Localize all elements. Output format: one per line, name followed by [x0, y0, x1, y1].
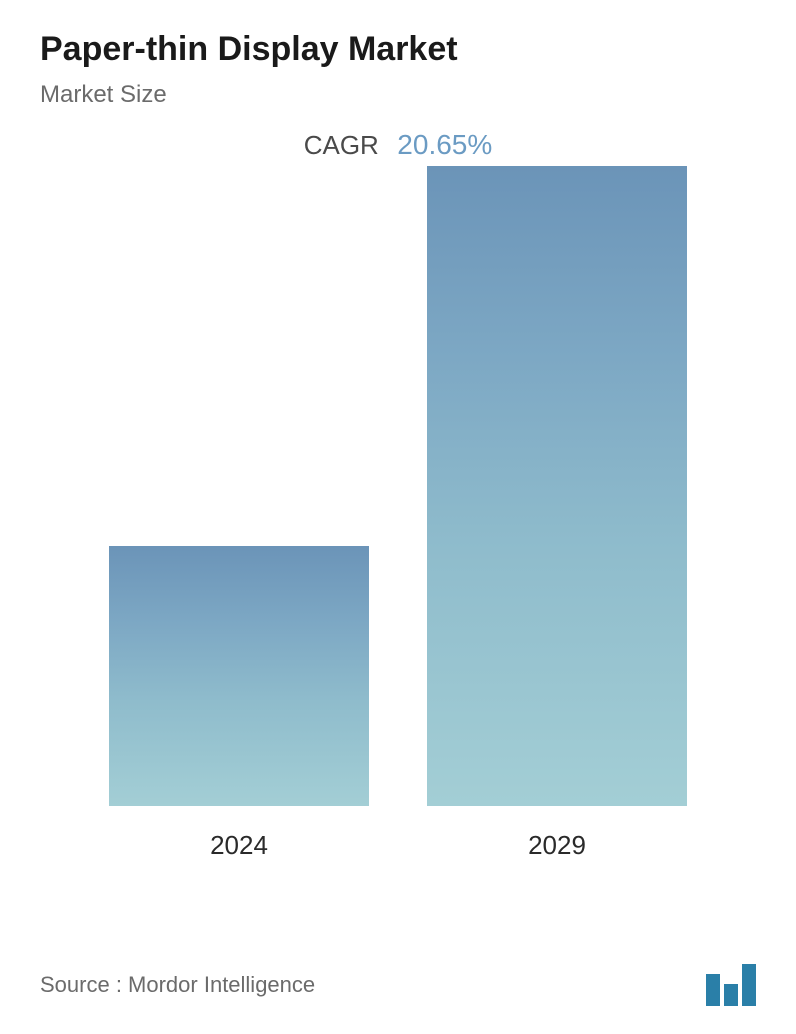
footer: Source : Mordor Intelligence [40, 964, 756, 1006]
logo-bar [724, 984, 738, 1006]
bar-group-0: 2024 [99, 546, 379, 861]
cagr-label: CAGR [304, 130, 379, 160]
bar-2024 [109, 546, 369, 806]
page-title: Paper-thin Display Market [40, 30, 756, 69]
cagr-row: CAGR 20.65% [40, 129, 756, 161]
logo-bar [742, 964, 756, 1006]
logo-bar [706, 974, 720, 1006]
source-text: Source : Mordor Intelligence [40, 972, 315, 998]
cagr-value: 20.65% [397, 129, 492, 160]
chart-container: Paper-thin Display Market Market Size CA… [0, 0, 796, 1034]
bar-label-0: 2024 [210, 830, 268, 861]
bar-label-1: 2029 [528, 830, 586, 861]
logo-icon [706, 964, 756, 1006]
bar-2029 [427, 166, 687, 806]
page-subtitle: Market Size [40, 81, 756, 109]
bar-group-1: 2029 [417, 166, 697, 861]
bar-chart: 2024 2029 [40, 181, 756, 861]
